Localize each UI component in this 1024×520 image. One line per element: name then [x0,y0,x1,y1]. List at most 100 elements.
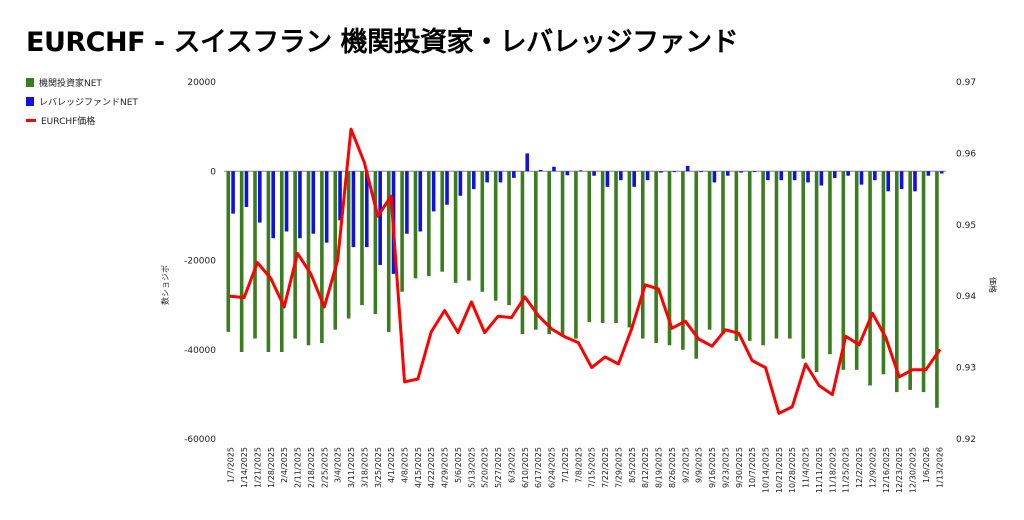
bar-institutional [667,171,672,346]
x-tick-label: 9/30/2025 [735,447,744,488]
bar-institutional [346,171,351,319]
x-tick-label: 12/9/2025 [868,447,877,488]
x-tick-label: 12/16/2025 [882,447,891,493]
x-tick-label: 7/15/2025 [588,447,597,488]
bar-institutional [747,171,752,341]
x-tick-label: 9/23/2025 [721,447,730,488]
y-left-tick-label: -40000 [184,346,216,356]
bar-leveraged [418,171,423,232]
bar-institutional [574,171,578,339]
bar-leveraged [538,169,543,172]
bar-leveraged [873,171,877,181]
bar-leveraged [324,171,329,243]
legend-label-price: EURCHF価格 [41,116,96,127]
y-right-tick-label: 0.95 [956,221,976,231]
bar-leveraged [311,171,316,234]
bar-institutional [654,171,658,344]
bar-institutional [881,171,886,375]
y-axis-left-label: 数ショジボ [160,265,170,305]
y-left-tick-label: 0 [210,167,216,177]
bar-institutional [694,171,699,359]
bar-leveraged [685,165,690,172]
bar-institutional [600,171,605,323]
bar-institutional [854,171,859,370]
bar-institutional [788,171,792,339]
x-tick-label: 6/10/2025 [521,447,530,488]
legend: 機関投資家NET レバレッジファンドNET EURCHF価格 [26,76,138,133]
bar-institutional [266,171,271,352]
bar-institutional [801,171,806,359]
chart-title: EURCHF - スイスフラン 機関投資家・レバレッジファンド [26,27,739,58]
bar-institutional [681,171,685,350]
y-right-tick-label: 0.97 [956,78,976,88]
x-tick-label: 1/7/2025 [227,447,236,483]
x-tick-label: 10/21/2025 [775,447,784,493]
x-tick-label: 1/21/2025 [253,447,262,488]
y-left-tick-label: -20000 [184,257,216,267]
legend-label-institutional: 機関投資家NET [39,78,102,89]
bar-leveraged [458,171,463,196]
x-tick-label: 8/26/2025 [668,447,677,488]
bar-leveraged [899,171,904,190]
bar-institutional [921,171,926,393]
bar-institutional [761,171,765,346]
x-tick-label: 4/8/2025 [401,447,410,483]
bar-institutional [226,171,231,332]
bar-leveraged [792,171,797,181]
x-tick-label: 10/14/2025 [762,447,771,493]
x-tick-label: 6/17/2025 [534,447,543,488]
x-tick-label: 4/1/2025 [387,447,396,483]
bar-leveraged [405,171,409,234]
x-tick-label: 3/11/2025 [347,447,356,488]
bar-institutional [386,171,391,332]
bar-leveraged [859,171,864,185]
bar-leveraged [712,171,717,183]
bar-institutional [614,171,618,323]
bar-institutional [427,171,431,277]
x-tick-label: 1/13/2026 [935,447,944,488]
bar-leveraged [846,171,850,176]
x-tick-label: 8/19/2025 [655,447,664,488]
bar-leveraged [832,171,837,178]
bar-leveraged [806,171,810,183]
bar-leveraged [913,171,917,192]
x-tick-label: 5/6/2025 [454,447,463,483]
bar-institutional [868,171,872,386]
bar-institutional [640,171,645,339]
bar-leveraged [485,171,489,183]
bar-leveraged [565,171,570,176]
bar-leveraged [431,171,436,212]
bar-leveraged [338,171,342,221]
bar-leveraged [378,171,382,265]
bar-leveraged [284,171,289,232]
bar-leveraged [552,166,556,172]
x-tick-label: 4/29/2025 [441,447,450,488]
bar-institutional [560,171,565,337]
bar-institutional [935,171,939,408]
x-tick-label: 2/25/2025 [320,447,329,488]
bar-leveraged [766,171,770,181]
y-right-tick-label: 0.94 [956,292,976,302]
x-tick-label: 8/12/2025 [641,447,650,488]
legend-item-institutional: 機関投資家NET [26,76,138,89]
x-tick-label: 11/11/2025 [815,447,824,493]
bar-leveraged [525,153,530,172]
bar-institutional [534,171,538,330]
bar-institutional [520,171,525,335]
bar-leveraged [779,171,784,181]
bar-leveraged [351,171,356,248]
x-tick-label: 9/9/2025 [695,447,704,483]
bar-leveraged [578,170,583,172]
bar-institutional [279,171,284,352]
bar-leveraged [619,171,623,181]
x-tick-label: 4/22/2025 [427,447,436,488]
bar-leveraged [645,171,650,181]
bar-leveraged [699,171,703,173]
x-tick-label: 7/29/2025 [614,447,623,488]
bar-institutional [707,171,712,330]
x-tick-label: 5/20/2025 [481,447,490,488]
x-tick-label: 10/7/2025 [748,447,757,488]
bar-institutional [360,171,364,306]
bar-leveraged [364,171,369,248]
